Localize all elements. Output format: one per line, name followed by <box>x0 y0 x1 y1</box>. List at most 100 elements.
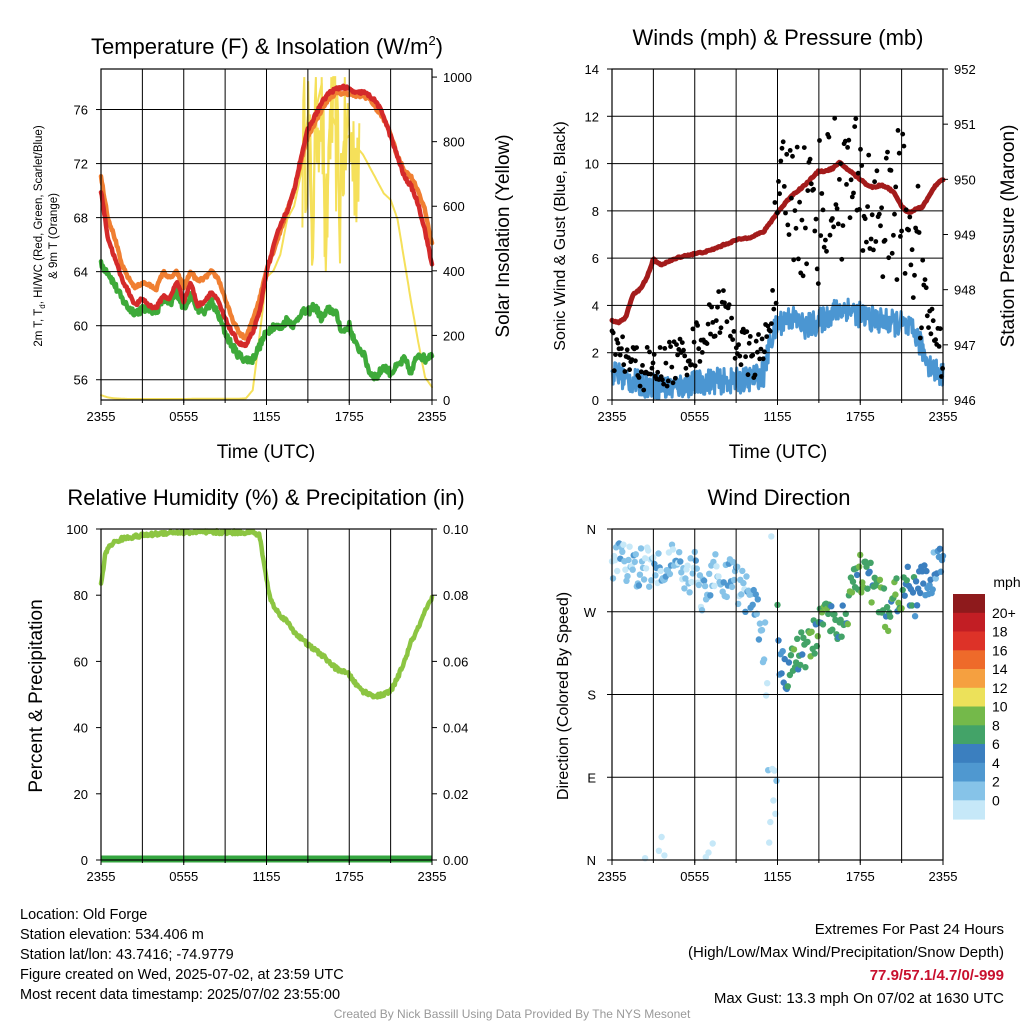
gust-point <box>848 177 854 183</box>
gust-point <box>872 179 877 185</box>
direction-point <box>701 582 709 590</box>
direction-point <box>921 562 928 569</box>
gust-point <box>835 221 841 227</box>
direction-point <box>778 670 785 677</box>
direction-point <box>828 603 835 610</box>
direction-point <box>712 551 719 558</box>
gust-point <box>753 338 759 344</box>
direction-point <box>686 589 693 596</box>
gust-point <box>882 237 888 243</box>
direction-point <box>848 589 856 596</box>
gust-point <box>783 210 788 216</box>
gust-point <box>679 340 685 345</box>
direction-ytick-label: N <box>587 853 596 868</box>
gust-point <box>807 156 813 162</box>
direction-point <box>771 767 778 774</box>
gust-point <box>922 277 928 282</box>
direction-point <box>913 602 921 609</box>
temperature-ytick-label: 60 <box>74 319 88 334</box>
direction-point <box>912 578 920 585</box>
winds-y2tick-label: 950 <box>954 172 976 187</box>
gust-point <box>736 342 741 348</box>
gust-point <box>803 225 808 231</box>
direction-point <box>641 555 649 562</box>
direction-ytick-label: N <box>587 522 596 537</box>
direction-point <box>802 664 809 671</box>
gust-point <box>894 277 900 282</box>
direction-point <box>885 627 892 635</box>
colorbar-label: 6 <box>992 736 1000 752</box>
temperature-y2tick-label: 600 <box>443 199 465 214</box>
gust-point <box>891 232 896 238</box>
direction-point <box>706 570 713 577</box>
gust-point <box>901 143 907 149</box>
temperature-y2tick-label: 0 <box>443 393 450 408</box>
winds-xlabel: Time (UTC) <box>729 442 828 463</box>
gust-point <box>760 356 766 362</box>
gust-point <box>681 347 686 353</box>
gust-point <box>683 365 689 371</box>
gust-point <box>860 248 866 253</box>
gust-point <box>907 214 913 220</box>
gust-point <box>937 326 943 332</box>
direction-point <box>668 541 676 548</box>
gust-point <box>665 378 671 384</box>
colorbar-swatch <box>953 650 985 670</box>
gust-point <box>715 304 720 310</box>
direction-point <box>876 576 884 583</box>
station-elevation: Station elevation: 534.406 m <box>20 927 204 943</box>
direction-point <box>893 575 900 582</box>
direction-point <box>917 589 924 597</box>
direction-point <box>887 613 894 620</box>
gust-point <box>787 148 793 153</box>
gust-point <box>817 138 822 143</box>
humidity-panel-title: Relative Humidity (%) & Precipitation (i… <box>67 485 464 510</box>
gust-point <box>813 216 819 222</box>
insolation-spikes <box>301 76 361 266</box>
direction-point <box>932 575 939 582</box>
direction-point <box>624 573 631 580</box>
colorbar-label: 4 <box>992 755 1000 771</box>
temperature-ytick-label: 72 <box>74 157 88 172</box>
gust-point <box>805 188 811 194</box>
gust-point <box>924 313 930 319</box>
gust-point <box>916 230 922 235</box>
colorbar-swatch <box>953 800 985 820</box>
gust-point <box>902 271 908 276</box>
gust-point <box>615 340 621 346</box>
direction-point <box>738 591 745 598</box>
direction-point <box>839 602 846 609</box>
temperature-y2tick-label: 800 <box>443 135 465 150</box>
gust-point <box>621 362 627 368</box>
direction-point <box>909 589 917 596</box>
direction-point <box>666 570 674 578</box>
temperature-ytick-label: 68 <box>74 211 88 226</box>
direction-point <box>814 633 821 640</box>
direction-point <box>831 611 838 618</box>
direction-ytick-label: E <box>587 770 596 785</box>
humidity-ytick-label: 0 <box>81 853 88 868</box>
gust-point <box>818 233 824 239</box>
gust-point <box>655 369 661 375</box>
direction-point <box>646 583 653 590</box>
gust-point <box>785 222 791 228</box>
direction-point <box>626 543 633 550</box>
gust-point <box>864 239 869 245</box>
colorbar-label: 8 <box>992 717 1000 733</box>
direction-point <box>709 840 716 847</box>
humidity-ytick-label: 80 <box>74 588 88 603</box>
direction-point <box>787 652 795 659</box>
temperature-title-sup: 2 <box>428 33 435 48</box>
direction-point <box>892 591 899 598</box>
temperature-panel-title: Temperature (F) & Insolation (W/m2) <box>91 33 443 59</box>
direction-point <box>920 580 927 587</box>
gust-point <box>851 190 856 196</box>
text-layer: Temperature (F) & Insolation (W/m2) Wind… <box>26 25 1021 884</box>
gust-point <box>744 329 750 334</box>
gust-point <box>908 262 914 268</box>
gust-point <box>801 145 807 151</box>
credit-line: Created By Nick Bassill Using Data Provi… <box>333 1007 691 1021</box>
temperature-ytick-label: 56 <box>74 373 88 388</box>
direction-point <box>631 558 638 566</box>
direction-point <box>867 559 874 566</box>
